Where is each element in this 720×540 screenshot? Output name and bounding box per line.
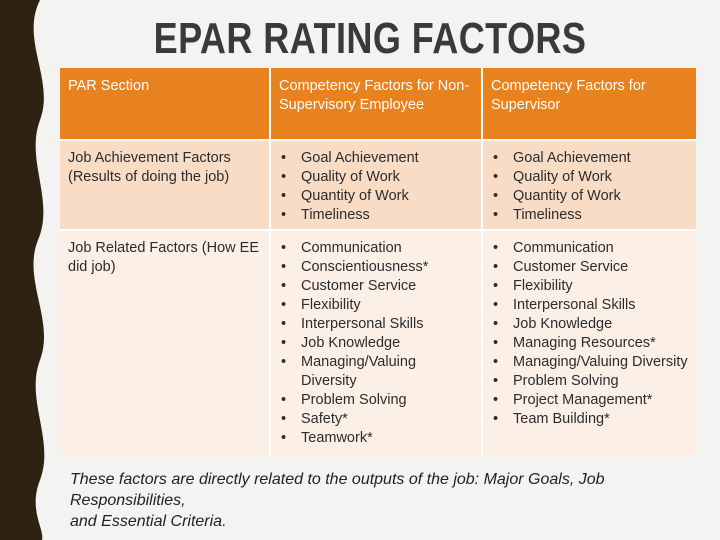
list-item: Conscientiousness* bbox=[279, 258, 475, 277]
list-item: Quality of Work bbox=[279, 168, 475, 187]
list-item: Timeliness bbox=[491, 206, 690, 225]
list-item: Teamwork* bbox=[279, 429, 475, 448]
list-item: Managing/Valuing Diversity bbox=[279, 353, 475, 391]
list-item: Quality of Work bbox=[491, 168, 690, 187]
list-item: Goal Achievement bbox=[279, 149, 475, 168]
supervisor-factors: Goal Achievement Quality of Work Quantit… bbox=[482, 139, 696, 230]
list-item: Problem Solving bbox=[491, 372, 690, 391]
list-item: Managing/Valuing Diversity bbox=[491, 353, 690, 372]
list-item: Problem Solving bbox=[279, 391, 475, 410]
list-item: Managing Resources* bbox=[491, 334, 690, 353]
supervisor-factors: Communication Customer Service Flexibili… bbox=[482, 229, 696, 457]
list-item: Flexibility bbox=[491, 277, 690, 296]
factor-list: Communication Conscientiousness* Custome… bbox=[279, 239, 475, 448]
list-item: Job Knowledge bbox=[279, 334, 475, 353]
page-title: EPAR RATING FACTORS bbox=[153, 14, 587, 63]
factor-list: Communication Customer Service Flexibili… bbox=[491, 239, 690, 429]
list-item: Safety* bbox=[279, 410, 475, 429]
footer-line-1: These factors are directly related to th… bbox=[70, 471, 605, 509]
list-item: Customer Service bbox=[491, 258, 690, 277]
factor-list: Goal Achievement Quality of Work Quantit… bbox=[491, 149, 690, 225]
list-item: Customer Service bbox=[279, 277, 475, 296]
factor-list: Goal Achievement Quality of Work Quantit… bbox=[279, 149, 475, 225]
list-item: Team Building* bbox=[491, 410, 690, 429]
header-non-supervisory: Competency Factors for Non-Supervisory E… bbox=[270, 68, 483, 140]
list-item: Timeliness bbox=[279, 206, 475, 225]
non-supervisory-factors: Communication Conscientiousness* Custome… bbox=[270, 229, 483, 457]
list-item: Communication bbox=[491, 239, 690, 258]
non-supervisory-factors: Goal Achievement Quality of Work Quantit… bbox=[270, 139, 483, 230]
list-item: Flexibility bbox=[279, 296, 475, 315]
list-item: Interpersonal Skills bbox=[279, 315, 475, 334]
footer-note: These factors are directly related to th… bbox=[70, 469, 700, 532]
footer-line-2: and Essential Criteria. bbox=[70, 513, 227, 530]
table-row: Job Achievement Factors (Results of doin… bbox=[60, 139, 696, 230]
list-item: Interpersonal Skills bbox=[491, 296, 690, 315]
list-item: Project Management* bbox=[491, 391, 690, 410]
row-section-label: Job Achievement Factors (Results of doin… bbox=[60, 139, 271, 230]
table-header-row: PAR Section Competency Factors for Non-S… bbox=[60, 68, 696, 140]
rating-factors-table: PAR Section Competency Factors for Non-S… bbox=[60, 68, 696, 457]
header-par-section: PAR Section bbox=[60, 68, 271, 140]
decorative-left-band bbox=[0, 0, 45, 540]
list-item: Communication bbox=[279, 239, 475, 258]
header-supervisor: Competency Factors for Supervisor bbox=[482, 68, 696, 140]
row-section-label: Job Related Factors (How EE did job) bbox=[60, 229, 271, 457]
list-item: Goal Achievement bbox=[491, 149, 690, 168]
list-item: Quantity of Work bbox=[279, 187, 475, 206]
list-item: Quantity of Work bbox=[491, 187, 690, 206]
table-row: Job Related Factors (How EE did job) Com… bbox=[60, 229, 696, 457]
list-item: Job Knowledge bbox=[491, 315, 690, 334]
